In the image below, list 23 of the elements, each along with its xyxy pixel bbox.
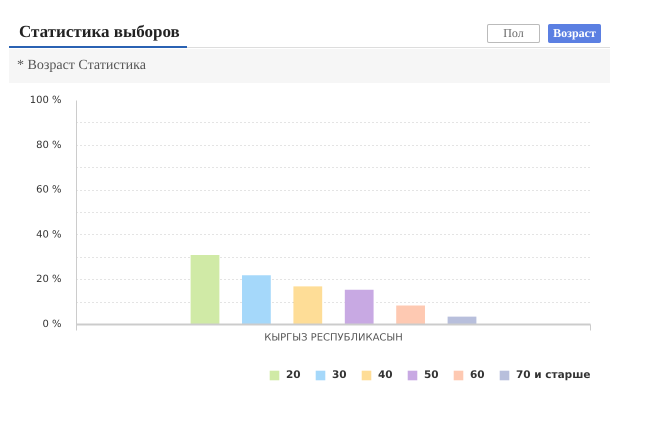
button: Пол (487, 24, 540, 43)
bar (190, 255, 220, 324)
chart-subtitle: * Возраст Статистика (17, 57, 146, 75)
y-tick-label: 0 % (42, 319, 62, 330)
legend-label: 50 (424, 369, 440, 381)
legend-label: 70 и старше (516, 369, 590, 381)
y-tick-label: 100 % (30, 95, 62, 106)
y-tick-label: 60 % (36, 184, 62, 196)
chart-title: Статистика выборов (19, 22, 180, 42)
bar (242, 275, 271, 324)
y-tick-label: 80 % (36, 140, 62, 151)
bar (344, 290, 374, 324)
legend-label: 40 (378, 369, 394, 381)
bar (448, 316, 476, 324)
button: Возраст (548, 24, 601, 43)
legend-label: 60 (470, 369, 486, 381)
y-tick-label: 20 % (36, 274, 62, 286)
bar (396, 305, 425, 324)
y-tick-label: 40 % (36, 229, 62, 240)
legend-label: 30 (332, 369, 348, 381)
bar (293, 286, 322, 324)
x-tick-label: КЫРГЫЗ РЕСПУБЛИКАСЫН (264, 332, 403, 344)
legend-label: 20 (286, 369, 302, 381)
